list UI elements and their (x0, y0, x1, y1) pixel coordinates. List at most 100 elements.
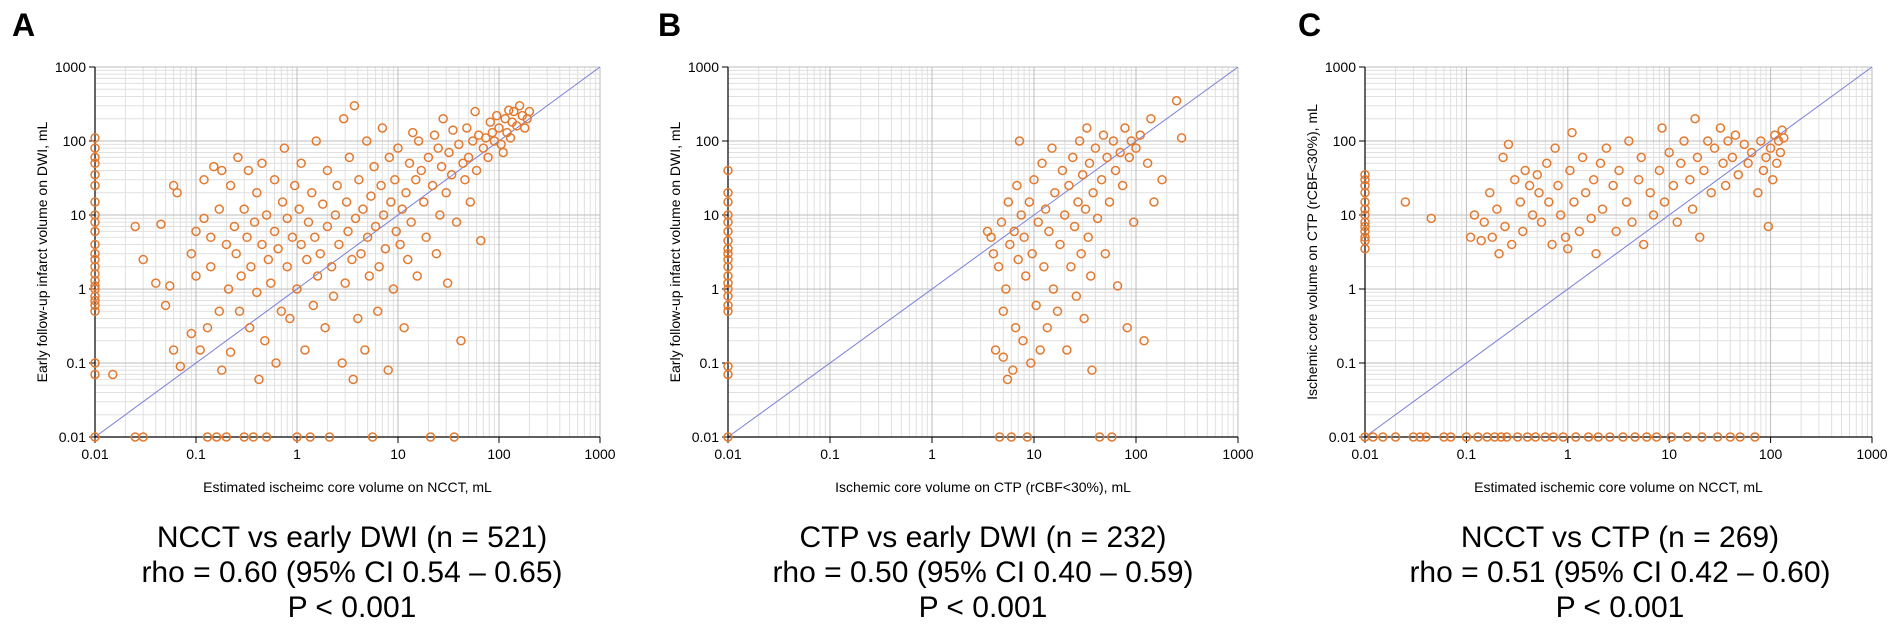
data-point (444, 147, 454, 158)
data-point (90, 248, 100, 259)
data-point (1723, 136, 1733, 146)
x-tick-label: 10 (1026, 446, 1042, 462)
data-point (454, 139, 464, 150)
data-point (1679, 136, 1689, 146)
data-point (524, 106, 535, 117)
data-point (1560, 232, 1571, 243)
data-point (1082, 123, 1092, 133)
data-point (1555, 210, 1566, 220)
data-point (504, 105, 514, 116)
data-point (296, 158, 306, 169)
data-point (723, 226, 733, 237)
data-point (1461, 432, 1472, 442)
data-point (1563, 243, 1573, 254)
panel-letter: A (12, 7, 35, 43)
data-point (130, 221, 140, 232)
data-point (1018, 335, 1028, 346)
data-point (1360, 217, 1370, 227)
caption-line-1: NCCT vs early DWI (n = 521) (157, 521, 547, 554)
data-point (384, 152, 395, 163)
data-point (1115, 147, 1125, 158)
data-point (1611, 226, 1621, 237)
data-point (441, 187, 451, 198)
data-point (191, 226, 201, 237)
data-point (403, 254, 413, 265)
data-point (260, 335, 270, 346)
data-point (1026, 358, 1036, 368)
data-point (1775, 147, 1786, 158)
data-point (993, 261, 1004, 272)
data-point (341, 197, 352, 207)
data-point (1120, 123, 1130, 133)
data-point (1124, 152, 1135, 163)
data-point (1618, 432, 1628, 442)
data-point (303, 217, 314, 227)
data-point (221, 432, 232, 442)
data-point (1415, 432, 1425, 442)
data-point (1761, 152, 1771, 163)
data-point (337, 358, 347, 368)
data-point (386, 197, 396, 207)
data-point (285, 313, 295, 324)
data-point (1040, 204, 1051, 214)
data-point (1601, 143, 1612, 153)
caption-line-3: P < 0.001 (1556, 591, 1685, 624)
data-point (723, 271, 733, 281)
data-point (1019, 232, 1029, 243)
data-point (90, 210, 100, 220)
data-point (305, 432, 315, 442)
data-point (1633, 174, 1644, 185)
x-tick-label: 1 (1564, 446, 1572, 462)
panel-b: 0.01 0.1 1 10 100 1000 0.01 0.1 1 10 100 1000 Ischem… (658, 7, 1254, 624)
data-point (1090, 143, 1101, 153)
data-point (1672, 217, 1682, 227)
data-point (202, 322, 213, 333)
data-point (988, 248, 999, 259)
data-point (1068, 152, 1078, 163)
x-tick-label: 1 (293, 446, 301, 462)
data-point (206, 261, 216, 272)
data-point (421, 232, 431, 243)
data-point (1126, 136, 1137, 146)
data-point (282, 261, 292, 272)
data-point (1567, 127, 1577, 138)
data-point (413, 136, 424, 146)
data-point (1064, 180, 1074, 191)
data-point (1500, 221, 1510, 232)
data-point (393, 143, 403, 153)
data-point (378, 210, 389, 220)
data-point (168, 345, 179, 355)
data-point (1142, 158, 1153, 169)
data-point (252, 287, 262, 298)
data-point (1465, 232, 1476, 243)
data-point (1524, 180, 1535, 191)
data-point (356, 248, 366, 259)
data-point (1690, 113, 1700, 124)
data-point (1659, 197, 1670, 207)
data-point (1565, 165, 1575, 176)
data-point (1735, 432, 1745, 442)
data-point (202, 432, 213, 442)
data-point (322, 165, 333, 176)
data-point (1360, 180, 1370, 191)
data-point (354, 174, 364, 185)
data-point (257, 239, 267, 250)
data-point (723, 217, 733, 227)
data-point (1512, 432, 1523, 442)
data-point (1016, 210, 1027, 220)
data-point (462, 123, 472, 133)
data-point (1104, 197, 1115, 207)
data-point (1605, 432, 1615, 442)
data-point (723, 197, 733, 207)
data-point (1139, 335, 1149, 346)
data-point (1548, 432, 1559, 442)
panel-a: 0.01 0.1 1 10 100 1000 0.01 0.1 1 10 100 1000 Estima… (12, 7, 616, 624)
data-point (172, 187, 182, 198)
data-point (248, 432, 259, 442)
data-point (408, 127, 418, 138)
data-point (269, 174, 280, 185)
y-tick-label: 100 (1333, 133, 1357, 149)
data-point (242, 232, 252, 243)
data-point (471, 165, 482, 176)
data-point (90, 158, 100, 169)
